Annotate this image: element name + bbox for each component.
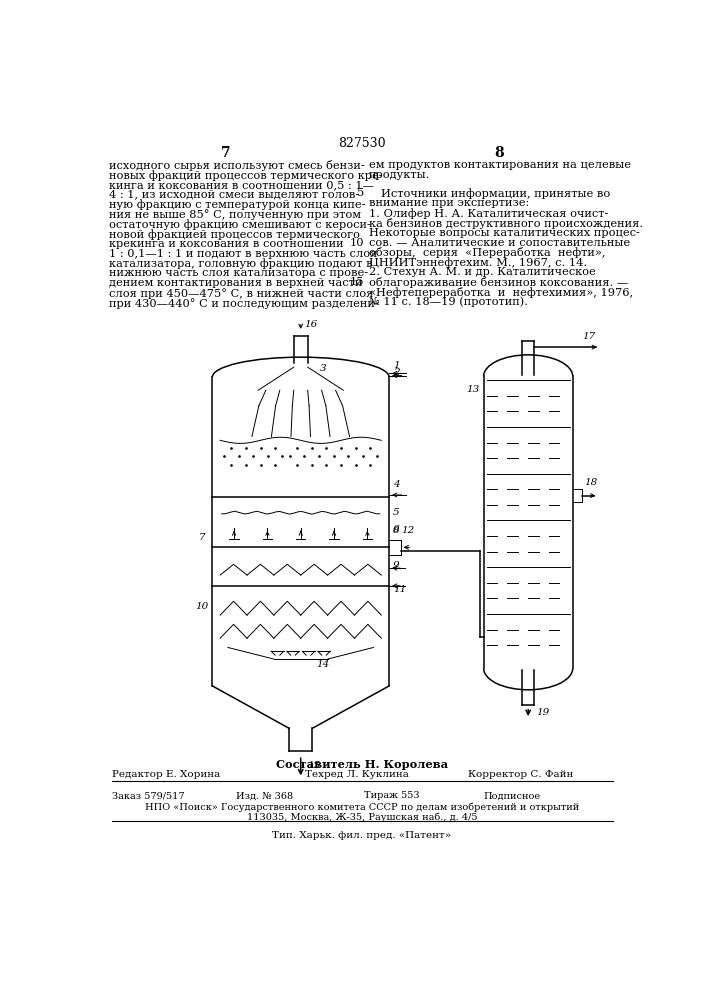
Text: Заказ 579/517: Заказ 579/517 [112,791,185,800]
Text: 9: 9 [393,561,399,570]
Text: Техред Л. Куклина: Техред Л. Куклина [305,770,409,779]
Text: 8: 8 [393,526,399,535]
Text: Некоторые вопросы каталитических процес-: Некоторые вопросы каталитических процес- [369,228,640,238]
Text: 15: 15 [350,277,364,287]
Text: внимание при экспертизе:: внимание при экспертизе: [369,198,529,208]
Text: 4 : 1, из исходной смеси выделяют голов-: 4 : 1, из исходной смеси выделяют голов- [110,190,360,200]
Text: 7: 7 [199,533,205,542]
Text: исходного сырья используют смесь бензи-: исходного сырья используют смесь бензи- [110,160,365,171]
Text: Тип. Харьк. фил. пред. «Патент»: Тип. Харьк. фил. пред. «Патент» [272,831,452,840]
Text: 6: 6 [393,525,399,534]
Text: новой фракцией процессов термического: новой фракцией процессов термического [110,229,360,240]
Text: 2. Стехун А. М. и др. Каталитическое: 2. Стехун А. М. и др. Каталитическое [369,267,596,277]
Text: слоя при 450—475° С, в нижней части слоя: слоя при 450—475° С, в нижней части слоя [110,288,374,299]
Text: 3: 3 [320,364,327,373]
Text: 16: 16 [305,320,318,329]
Text: 113035, Москва, Ж-35, Раушская наб., д. 4/5: 113035, Москва, Ж-35, Раушская наб., д. … [247,812,477,822]
Text: 1: 1 [393,361,399,370]
Text: ния не выше 85° С, полученную при этом: ния не выше 85° С, полученную при этом [110,209,361,220]
Text: ЦНИИТэннефтехим. М., 1967, с. 14.: ЦНИИТэннефтехим. М., 1967, с. 14. [369,257,587,268]
Text: 14: 14 [316,660,329,669]
Text: 7: 7 [221,146,230,160]
Text: крекинга и коксования в соотношении: крекинга и коксования в соотношении [110,239,344,249]
Text: ка бензинов деструктивного происхождения.: ка бензинов деструктивного происхождения… [369,218,643,229]
Text: катализатора, головную фракцию подают в: катализатора, головную фракцию подают в [110,259,373,269]
Text: продукты.: продукты. [369,170,431,180]
Text: при 430—440° С и последующим разделени-: при 430—440° С и последующим разделени- [110,298,379,309]
Text: 1 : 0,1—1 : 1 и подают в верхнюю часть слоя: 1 : 0,1—1 : 1 и подают в верхнюю часть с… [110,249,378,259]
Text: 13: 13 [467,385,480,394]
Text: 18: 18 [585,478,597,487]
Text: остаточную фракцию смешивают с кероси-: остаточную фракцию смешивают с кероси- [110,219,371,230]
Text: облагораживание бензинов коксования. —: облагораживание бензинов коксования. — [369,277,629,288]
Text: 5: 5 [393,508,399,517]
Text: Корректор С. Файн: Корректор С. Файн [468,770,573,779]
Text: 827530: 827530 [338,137,386,150]
Text: 12: 12 [402,526,415,535]
Text: 1. Олифер Н. А. Каталитическая очист-: 1. Олифер Н. А. Каталитическая очист- [369,208,608,219]
Text: 8: 8 [494,146,504,160]
Text: сов. — Аналитические и сопоставительные: сов. — Аналитические и сопоставительные [369,238,630,248]
Text: кинга и коксования в соотношении 0,5 : 1—: кинга и коксования в соотношении 0,5 : 1… [110,180,374,190]
Text: Подписное: Подписное [484,791,541,800]
Text: 4: 4 [393,480,399,489]
Text: 10: 10 [350,238,364,248]
Text: 2: 2 [393,368,399,377]
Text: Составитель Н. Королева: Составитель Н. Королева [276,759,448,770]
Text: нижнюю часть слоя катализатора с прове-: нижнюю часть слоя катализатора с прове- [110,268,368,278]
Text: 11: 11 [393,585,407,594]
Text: Редактор Е. Хорина: Редактор Е. Хорина [112,770,220,779]
Text: новых фракций процессов термического кре-: новых фракций процессов термического кре… [110,170,383,181]
Text: № 11 с. 18—19 (прототип).: № 11 с. 18—19 (прототип). [369,297,528,307]
Text: 15: 15 [307,761,320,770]
Text: 19: 19 [536,708,549,717]
Text: Источники информации, принятые во: Источники информации, принятые во [381,188,611,199]
Text: 10: 10 [195,602,209,611]
Text: Изд. № 368: Изд. № 368 [235,791,293,800]
Text: НПО «Поиск» Государственного комитета СССР по делам изобретений и открытий: НПО «Поиск» Государственного комитета СС… [145,802,579,812]
Text: ную фракцию с температурой конца кипе-: ную фракцию с температурой конца кипе- [110,199,366,210]
Text: обзоры,  серия  «Переработка  нефти»,: обзоры, серия «Переработка нефти», [369,247,605,258]
Text: дением контактирования в верхней части: дением контактирования в верхней части [110,278,363,288]
Text: «Нефтепереработка  и  нефтехимия», 1976,: «Нефтепереработка и нефтехимия», 1976, [369,287,633,298]
Text: ем продуктов контактирования на целевые: ем продуктов контактирования на целевые [369,160,631,170]
Text: 17: 17 [582,332,595,341]
Text: Тираж 553: Тираж 553 [363,791,419,800]
Text: 5: 5 [357,188,364,198]
